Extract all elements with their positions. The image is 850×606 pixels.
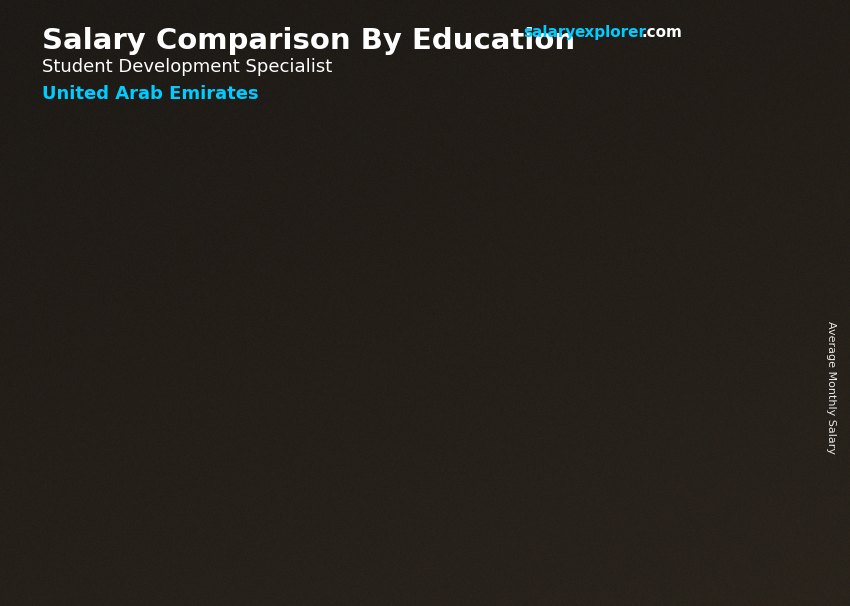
- Text: Salary Comparison By Education: Salary Comparison By Education: [42, 27, 575, 55]
- Text: explorer: explorer: [575, 25, 647, 41]
- FancyBboxPatch shape: [225, 410, 235, 539]
- Bar: [138, 410, 235, 539]
- Text: 21,200 AED: 21,200 AED: [583, 262, 673, 276]
- FancyBboxPatch shape: [138, 410, 235, 418]
- Text: 10,700 AED: 10,700 AED: [99, 390, 190, 404]
- Text: +60%: +60%: [517, 267, 593, 291]
- FancyBboxPatch shape: [598, 282, 695, 298]
- Text: +24%: +24%: [235, 345, 312, 370]
- Bar: [368, 378, 465, 539]
- Text: 13,300 AED: 13,300 AED: [348, 358, 439, 372]
- Text: .com: .com: [642, 25, 683, 41]
- FancyBboxPatch shape: [456, 378, 465, 539]
- FancyBboxPatch shape: [368, 378, 465, 388]
- Text: salary: salary: [523, 25, 575, 41]
- Text: United Arab Emirates: United Arab Emirates: [42, 85, 259, 103]
- Bar: [598, 282, 695, 539]
- Text: Average Monthly Salary: Average Monthly Salary: [826, 321, 836, 454]
- Text: Student Development Specialist: Student Development Specialist: [42, 58, 332, 76]
- FancyBboxPatch shape: [685, 282, 695, 539]
